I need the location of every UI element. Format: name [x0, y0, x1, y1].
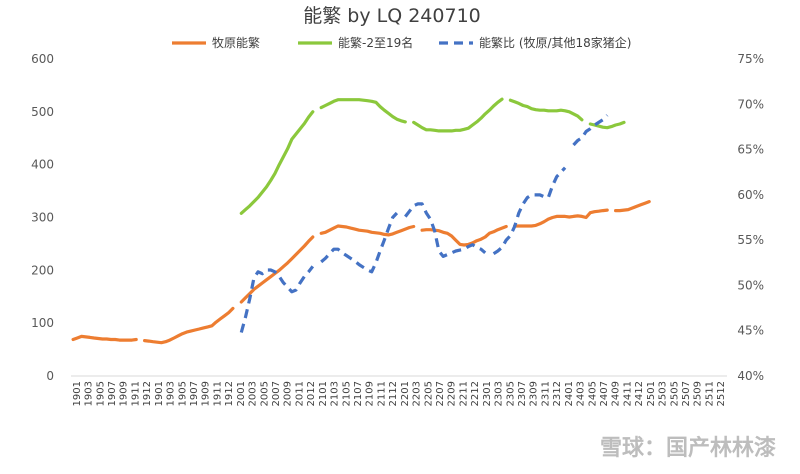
series-line-1 [319, 224, 416, 237]
series-line-1 [143, 306, 235, 345]
x-tick-label: 1911 [212, 381, 223, 406]
series-line-3 [404, 202, 487, 258]
series-line-2 [412, 97, 504, 133]
x-tick-label: 1912 [142, 381, 153, 406]
x-tick-label: 2003 [248, 381, 259, 406]
x-tick-label: 2001 [236, 381, 247, 406]
x-tick-label: 2303 [494, 381, 505, 406]
y-left-tick-label: 200 [31, 263, 54, 277]
y-left-tick-label: 600 [31, 52, 54, 66]
series-line-2 [319, 98, 407, 124]
x-tick-label: 2212 [470, 381, 481, 406]
y-left-tick-label: 300 [31, 211, 54, 225]
x-tick-label: 2105 [341, 381, 352, 406]
x-tick-label: 2409 [611, 381, 622, 406]
x-tick-label: 2503 [658, 381, 669, 406]
x-tick-label: 2312 [552, 381, 563, 406]
series-line-3 [239, 265, 315, 333]
series-layer [71, 97, 651, 345]
x-tick-label: 2005 [259, 381, 270, 406]
x-tick-label: 2505 [669, 381, 680, 406]
x-tick-label: 2109 [365, 381, 376, 406]
watermark: 雪球：国产林林漆 [600, 435, 776, 461]
series-line-1 [614, 200, 651, 213]
legend: 牧原能繁 能繁-2至19名 能繁比 (牧原/其他18家猪企) [172, 35, 632, 50]
y-right-tick-label: 45% [737, 324, 764, 338]
series-line-3 [572, 114, 609, 147]
x-tick-label: 2311 [540, 381, 551, 406]
x-tick-label: 1909 [201, 381, 212, 406]
x-tick-label: 2011 [294, 381, 305, 406]
x-tick-label: 2112 [388, 381, 399, 406]
x-tick-label: 2403 [576, 381, 587, 406]
x-tick-label: 1912 [224, 381, 235, 406]
chart-title: 能繁 by LQ 240710 [303, 5, 481, 27]
x-tick-label: 1905 [95, 381, 106, 406]
legend-label-2: 能繁-2至19名 [338, 35, 413, 50]
axes: 0 100 200 300 400 500 600 40% 45% 50% 55% 60% 65% 70%… [31, 52, 764, 383]
x-tick-label: 2009 [283, 381, 294, 406]
x-tick-label: 2012 [306, 381, 317, 406]
x-tick-label: 1911 [130, 381, 141, 406]
x-tick-label: 2511 [704, 381, 715, 406]
x-tick-label: 2512 [716, 381, 727, 406]
y-left-tick-label: 100 [31, 316, 54, 330]
x-tick-label: 2207 [435, 381, 446, 406]
series-line-1 [239, 235, 315, 304]
x-tick-label: 2509 [693, 381, 704, 406]
x-tick-label: 1901 [72, 381, 83, 406]
x-tick-label: 1909 [119, 381, 130, 406]
legend-label-1: 牧原能繁 [212, 35, 260, 50]
x-tick-label: 2111 [376, 381, 387, 406]
x-tick-label: 1907 [189, 381, 200, 406]
x-tick-label: 1903 [166, 381, 177, 406]
x-tick-label: 2201 [400, 381, 411, 406]
x-tick-label: 2007 [271, 381, 282, 406]
x-tick-label: 2411 [622, 381, 633, 406]
legend-label-3: 能繁比 (牧原/其他18家猪企) [479, 35, 632, 50]
x-tick-label: 2307 [517, 381, 528, 406]
x-tick-label: 2401 [564, 381, 575, 406]
x-tick-label: 1907 [107, 381, 118, 406]
x-axis-ticks: 1901 1903 1905 1907 1909 1911 1912 1901 1903 1905… [72, 381, 727, 406]
series-line-2 [508, 98, 584, 122]
x-tick-label: 2412 [634, 381, 645, 406]
y-right-tick-label: 55% [737, 233, 764, 247]
x-tick-label: 2405 [587, 381, 598, 406]
x-tick-label: 2107 [353, 381, 364, 406]
x-tick-label: 2305 [505, 381, 516, 406]
y-right-tick-label: 65% [737, 143, 764, 157]
y-left-tick-label: 400 [31, 158, 54, 172]
series-line-2 [239, 110, 315, 215]
x-tick-label: 2501 [646, 381, 657, 406]
series-line-1 [71, 334, 138, 342]
x-tick-label: 1901 [154, 381, 165, 406]
x-tick-label: 2407 [599, 381, 610, 406]
x-tick-label: 2103 [330, 381, 341, 406]
x-tick-label: 2507 [681, 381, 692, 406]
x-tick-label: 2101 [318, 381, 329, 406]
y-right-tick-label: 60% [737, 188, 764, 202]
y-right-tick-label: 70% [737, 97, 764, 111]
series-line-3 [492, 166, 567, 256]
x-tick-label: 2205 [423, 381, 434, 406]
x-tick-label: 2301 [482, 381, 493, 406]
series-line-1 [513, 208, 609, 228]
y-right-tick-label: 40% [737, 369, 764, 383]
x-tick-label: 2203 [412, 381, 423, 406]
y-left-tick-label: 0 [46, 369, 54, 383]
x-tick-label: 2309 [529, 381, 540, 406]
x-tick-label: 2211 [458, 381, 469, 406]
y-left-tick-label: 500 [31, 105, 54, 119]
y-right-tick-label: 75% [737, 52, 764, 66]
series-line-3 [320, 211, 399, 274]
x-tick-label: 1905 [177, 381, 188, 406]
x-tick-label: 1903 [84, 381, 95, 406]
y-right-tick-label: 50% [737, 278, 764, 292]
x-tick-label: 2209 [447, 381, 458, 406]
